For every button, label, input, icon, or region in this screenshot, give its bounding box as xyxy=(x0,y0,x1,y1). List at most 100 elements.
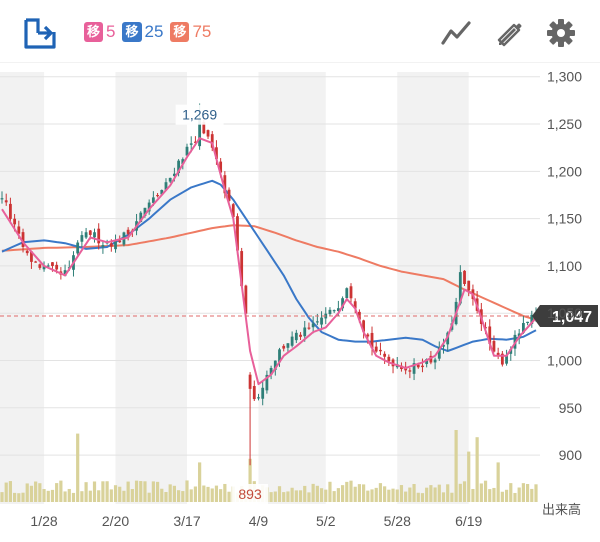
pencil-icon[interactable] xyxy=(494,18,526,48)
candle-up xyxy=(425,359,429,364)
volume-bar xyxy=(496,462,500,502)
volume-bar xyxy=(479,483,483,502)
share-icon[interactable] xyxy=(22,16,58,50)
candle-down xyxy=(429,355,433,363)
candle-up xyxy=(278,349,281,363)
volume-bar xyxy=(530,488,534,502)
candle-down xyxy=(236,216,239,251)
volume-bar xyxy=(315,485,319,502)
volume-bar xyxy=(273,491,277,502)
volume-bar xyxy=(139,481,143,502)
volume-bar xyxy=(395,489,399,502)
volume-bar xyxy=(164,491,168,502)
y-tick-label: 1,200 xyxy=(547,163,582,179)
candle-down xyxy=(416,364,420,368)
candle-down xyxy=(126,229,130,234)
candle-down xyxy=(210,134,214,148)
volume-bar xyxy=(383,486,387,502)
candle-up xyxy=(269,368,273,375)
volume-bar xyxy=(387,489,391,502)
candle-down xyxy=(244,285,248,314)
candle-down xyxy=(215,147,218,159)
candle-down xyxy=(55,264,59,270)
volume-bar xyxy=(357,484,362,502)
volume-bar xyxy=(193,486,198,502)
candle-down xyxy=(379,349,382,352)
candle-down xyxy=(38,264,42,268)
high-label-bg xyxy=(175,104,224,125)
volume-bar xyxy=(214,485,219,502)
x-tick-label: 2/20 xyxy=(102,513,129,529)
x-axis: 1/28 2/20 3/17 4/9 5/2 5/28 6/19 xyxy=(30,513,482,529)
volume-bar xyxy=(160,488,164,502)
candle-down xyxy=(353,301,357,309)
volume-bar xyxy=(429,485,433,502)
volume-bar xyxy=(328,481,332,502)
ma75-legend[interactable]: 移 75 xyxy=(170,22,211,42)
volume-bar xyxy=(55,483,59,502)
volume-bar xyxy=(122,490,126,502)
candle-up xyxy=(46,265,50,267)
volume-bar xyxy=(134,480,139,502)
candle-down xyxy=(25,250,29,254)
candle-down xyxy=(408,370,412,372)
candle-down xyxy=(13,218,17,225)
candle-down xyxy=(248,374,252,389)
volume-bar xyxy=(210,488,214,502)
volume-bar xyxy=(155,481,160,502)
candle-down xyxy=(4,200,8,203)
price-chart[interactable]: 1,047 900 950 1,000 1,050 1,100 1,150 1,200 1,2… xyxy=(0,62,600,542)
volume-label: 出来高 xyxy=(542,502,581,518)
candle-up xyxy=(147,202,151,212)
volume-bar xyxy=(408,487,412,502)
candle-up xyxy=(198,119,202,147)
ma25-legend[interactable]: 移 25 xyxy=(122,22,163,42)
volume-bar xyxy=(462,481,467,502)
volume-bar xyxy=(80,491,84,502)
candle-up xyxy=(160,189,164,195)
volume-bar xyxy=(176,490,181,502)
candle-down xyxy=(34,261,38,263)
volume-bar xyxy=(475,437,479,502)
date-band xyxy=(0,72,45,504)
volume-bar xyxy=(282,492,286,502)
ma5-tag: 移 xyxy=(84,22,104,42)
candle-down xyxy=(118,240,122,243)
candle-up xyxy=(93,232,96,238)
volume-bar xyxy=(13,492,17,502)
chart-type-icon[interactable] xyxy=(440,18,472,48)
volume-bar xyxy=(63,491,67,502)
candle-up xyxy=(168,177,172,182)
moving-average-legend[interactable]: 移 5 移 25 移 75 xyxy=(84,22,211,42)
volume-bar xyxy=(42,489,46,502)
ma5-legend[interactable]: 移 5 xyxy=(84,22,115,42)
volume-bar xyxy=(227,491,231,502)
candle-up xyxy=(273,360,277,370)
volume-bar xyxy=(433,487,437,502)
volume-bar xyxy=(277,486,282,502)
y-tick-label: 900 xyxy=(559,447,583,463)
candle-up xyxy=(521,323,525,333)
volume-bar xyxy=(151,481,155,502)
volume-bar xyxy=(21,492,25,502)
y-tick-label: 1,100 xyxy=(547,258,582,274)
volume-bar xyxy=(97,490,101,502)
volume-bar xyxy=(105,481,109,502)
candle-up xyxy=(328,309,332,315)
candle-up xyxy=(530,314,534,325)
volume-bar xyxy=(113,485,118,502)
candle-down xyxy=(500,353,504,365)
volume-bar xyxy=(126,481,130,502)
candle-up xyxy=(181,159,185,165)
volume-bar xyxy=(525,483,530,502)
candle-down xyxy=(370,332,374,349)
x-tick-label: 3/17 xyxy=(173,513,200,529)
volume-bar xyxy=(416,492,420,502)
candle-up xyxy=(76,242,80,254)
gear-icon[interactable] xyxy=(545,18,577,48)
y-tick-label: 1,250 xyxy=(547,116,582,132)
candle-down xyxy=(51,262,54,266)
volume-bar xyxy=(294,490,298,502)
volume-bar xyxy=(454,430,458,502)
y-tick-label: 1,000 xyxy=(547,352,582,368)
